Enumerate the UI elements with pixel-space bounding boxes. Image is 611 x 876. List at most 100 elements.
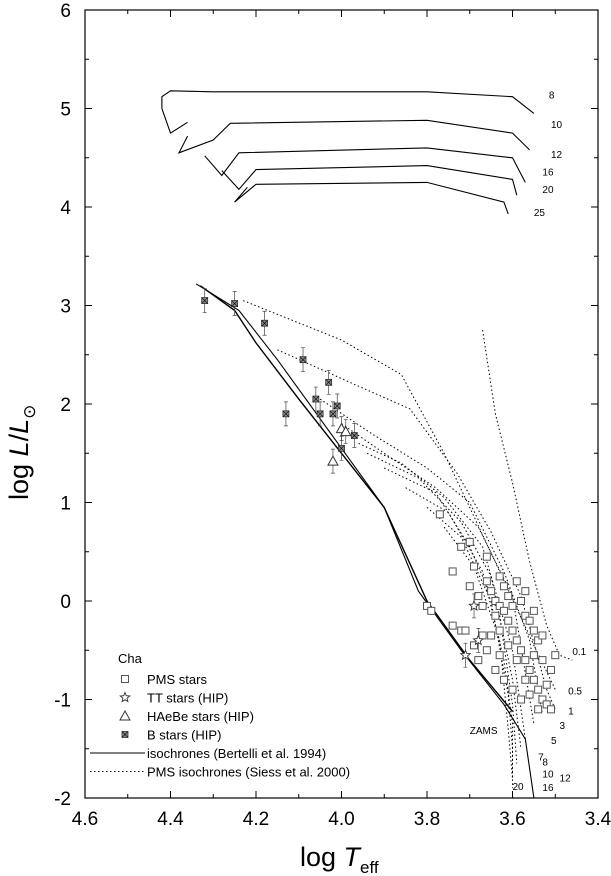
legend-title: Cha	[118, 651, 143, 666]
square-point	[487, 631, 496, 640]
post-ms-label: 12	[551, 150, 563, 161]
square-point	[546, 705, 555, 714]
square-point	[525, 616, 534, 625]
xsquare-point	[201, 297, 209, 304]
y-tick-label: 3	[60, 297, 71, 318]
square-point	[508, 601, 517, 610]
legend-marker-triangle	[119, 709, 131, 721]
square-point	[538, 656, 547, 665]
legend-marker-star	[119, 691, 131, 703]
pms-isochrone-0.5	[243, 300, 556, 690]
square-point	[504, 592, 513, 601]
zams-label: ZAMS	[470, 726, 498, 737]
xsquare-point	[299, 356, 307, 364]
legend-label: TT stars (HIP)	[147, 691, 228, 706]
y-tick-label: -1	[54, 691, 71, 712]
square-point	[491, 597, 500, 605]
square-point	[538, 631, 547, 640]
pms-label: 12	[560, 773, 572, 784]
square-point	[465, 582, 474, 591]
xsquare-point	[316, 410, 324, 418]
x-tick-label: 3.8	[414, 809, 440, 830]
pms-isochrone-8	[366, 452, 522, 749]
xsquare-point	[312, 395, 320, 403]
xsquare-point	[282, 410, 290, 418]
square-point	[499, 582, 508, 591]
square-point	[448, 621, 457, 630]
legend: Cha PMS stars TT stars (HIP) HAeBe stars (H…	[90, 651, 350, 780]
xsquare-point	[261, 319, 268, 327]
pms-label: 10	[542, 769, 554, 780]
x-tick-label: 4.2	[243, 809, 269, 830]
square-point	[504, 616, 513, 625]
square-point	[517, 695, 526, 704]
xsquare-point	[338, 444, 345, 452]
pms-isochrones	[243, 300, 573, 789]
square-point	[495, 601, 504, 610]
square-point	[529, 651, 538, 660]
xsquare-point	[329, 410, 337, 418]
star-point	[468, 599, 480, 611]
square-point	[478, 631, 487, 640]
square-point	[482, 577, 491, 586]
xsquare-point	[325, 378, 333, 386]
isochrone-16	[204, 147, 526, 183]
x-tick-label: 4.4	[157, 809, 184, 830]
square-point	[495, 626, 504, 635]
square-point	[470, 641, 479, 650]
y-tick-label: 1	[60, 494, 71, 515]
square-point	[517, 646, 526, 655]
square-point	[508, 626, 517, 635]
y-tick-label: 5	[60, 100, 71, 121]
square-point	[448, 567, 457, 576]
pms-isochrone-3	[319, 398, 543, 715]
pms-label: 8	[542, 757, 548, 768]
xsquare-point	[350, 432, 358, 439]
triangle-point	[339, 425, 352, 437]
square-point	[504, 641, 513, 650]
square-point	[542, 680, 551, 689]
data-points	[201, 288, 560, 714]
pms-label: 7	[538, 753, 544, 764]
pms-label: 16	[542, 783, 554, 794]
square-point	[495, 651, 504, 660]
square-point	[546, 665, 555, 674]
pms-isochrone-20	[443, 526, 513, 779]
square-point	[538, 695, 547, 704]
post-ms-isochrones	[161, 90, 535, 799]
square-point	[491, 665, 500, 674]
square-point	[542, 700, 551, 709]
legend-marker-xsquare	[121, 731, 129, 738]
pms-label: 20	[513, 782, 525, 793]
y-tick-label: 2	[60, 395, 71, 416]
square-point	[521, 611, 530, 620]
pms-isochrone-0.1	[482, 330, 573, 661]
isochrone-20	[221, 165, 518, 196]
x-tick-label: 3.4	[585, 809, 611, 830]
star-point	[472, 634, 485, 646]
square-point	[495, 572, 504, 581]
xsquare-point	[231, 300, 239, 307]
square-point	[470, 562, 479, 571]
square-point	[423, 601, 431, 610]
pms-isochrone-12	[405, 487, 513, 774]
square-point	[499, 606, 508, 615]
pms-label: 3	[560, 721, 566, 732]
square-point	[474, 592, 483, 601]
post-ms-label: 8	[549, 91, 555, 102]
square-point	[427, 606, 436, 615]
x-tick-label: 4.6	[72, 809, 98, 830]
pms-isochrone-7	[358, 442, 526, 739]
square-point	[525, 690, 534, 699]
isochrone-8	[195, 283, 535, 799]
y-tick-label: 0	[60, 592, 71, 613]
isochrone-10	[161, 90, 535, 134]
legend-label: isochrones (Bertelli et al. 1994)	[147, 746, 326, 761]
square-point	[508, 685, 517, 694]
square-point	[482, 646, 491, 655]
square-point	[534, 705, 543, 714]
y-tick-label: 4	[60, 198, 71, 219]
